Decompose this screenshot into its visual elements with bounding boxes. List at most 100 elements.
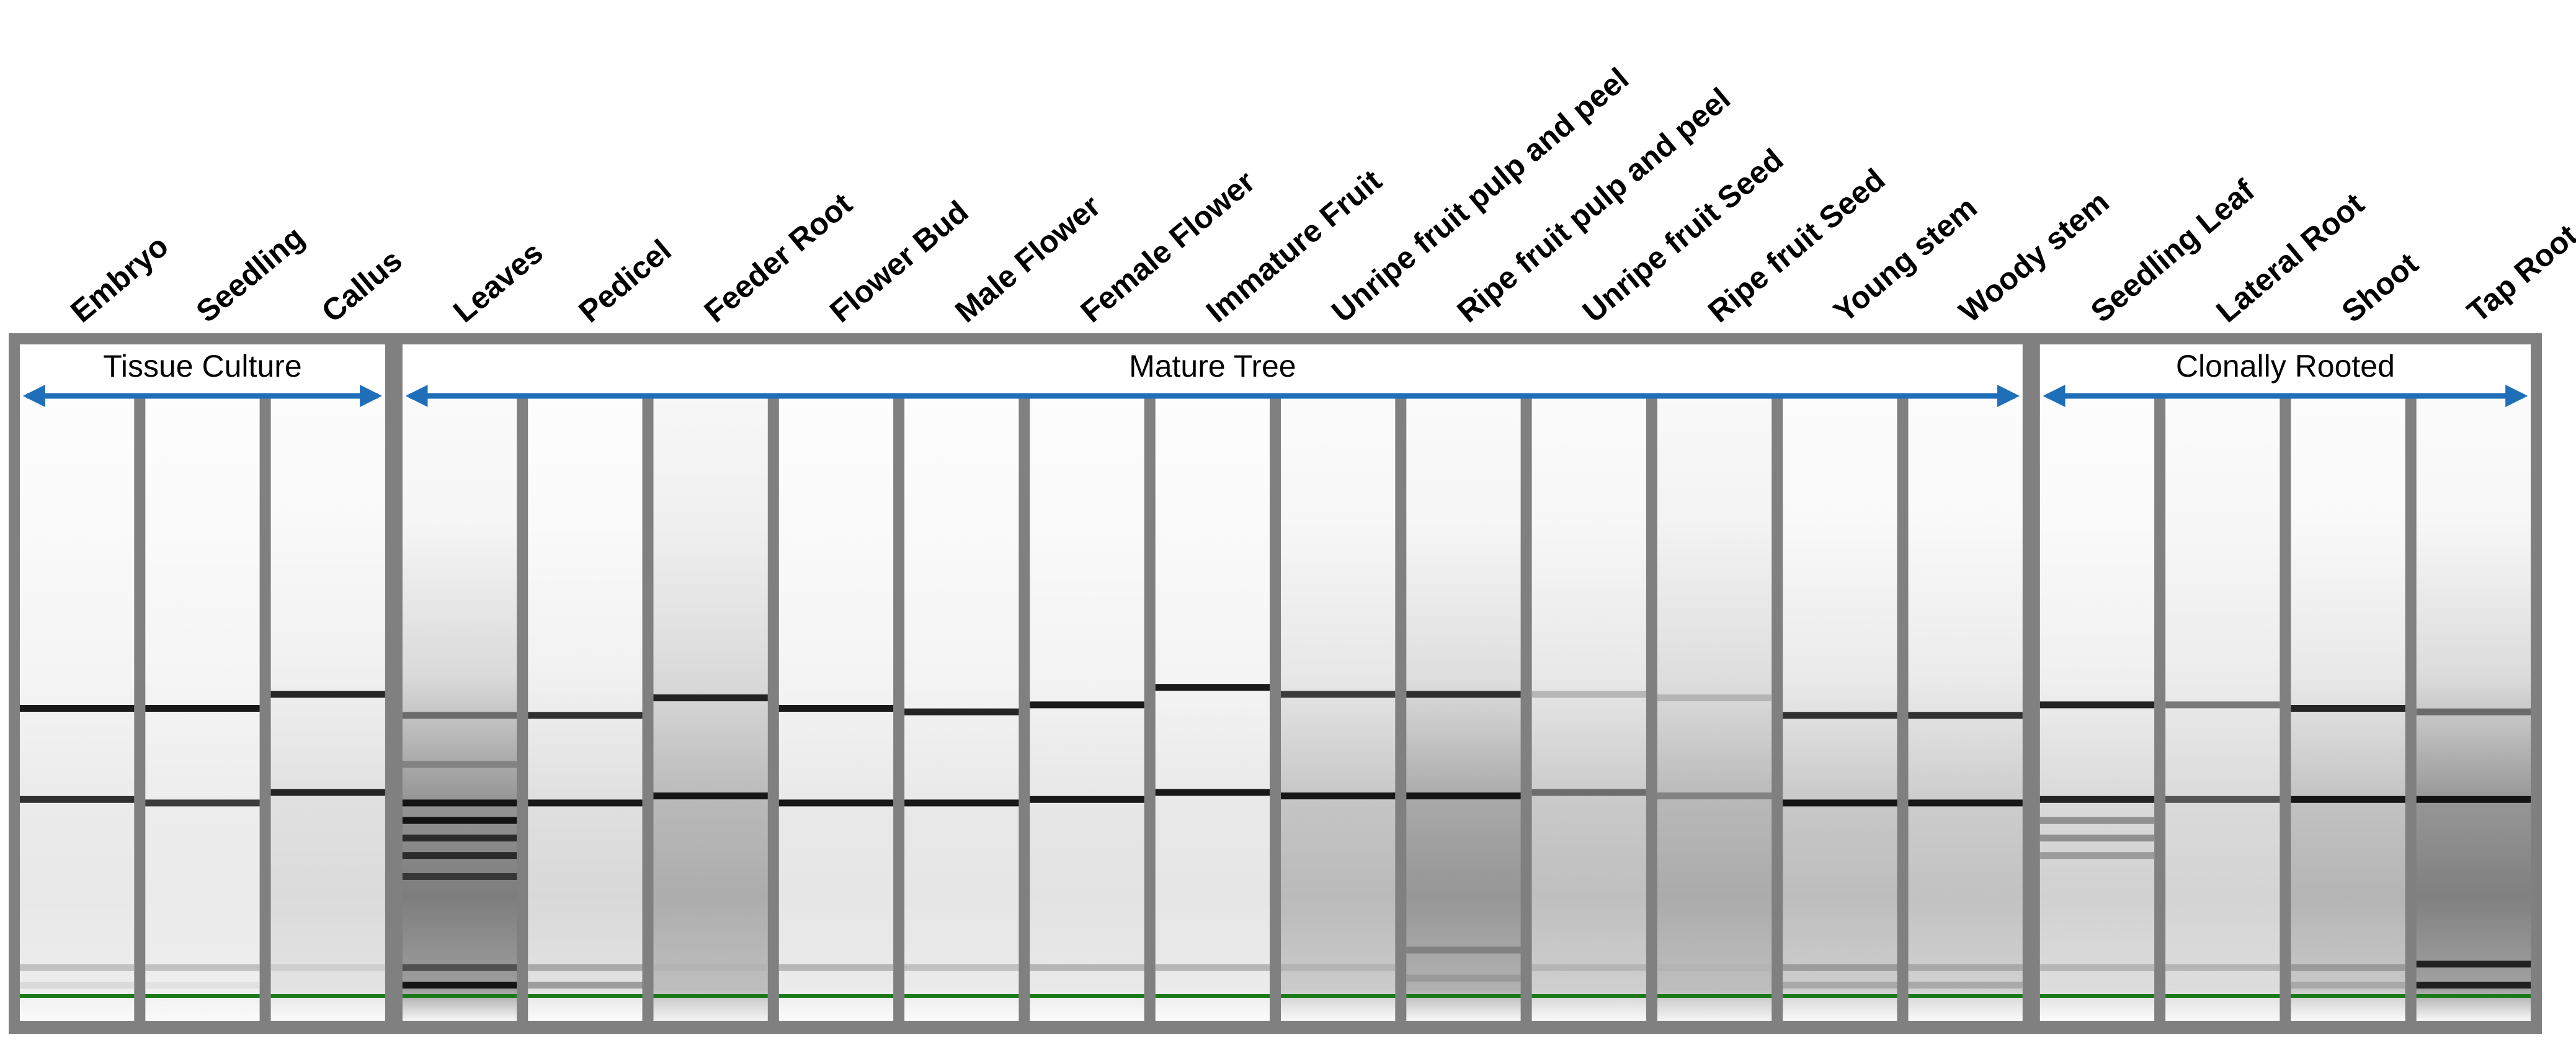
lane-label: Tap Root	[2461, 217, 2576, 329]
gel-band	[904, 708, 1019, 715]
gel-band	[1155, 964, 1270, 971]
gel-band	[20, 981, 135, 989]
gel-band	[1908, 981, 2023, 989]
marker-band	[1657, 994, 1772, 998]
gel-band	[778, 964, 894, 971]
gel-band	[1155, 684, 1270, 691]
marker-band	[904, 994, 1019, 998]
marker-band	[653, 994, 768, 998]
lane-label: Shoot	[2335, 246, 2425, 329]
gel-band	[402, 712, 517, 719]
gel-band	[2416, 981, 2531, 989]
lane-label: Callus	[315, 243, 409, 329]
gel-band	[1783, 964, 1897, 971]
gel-band	[2039, 834, 2155, 841]
gel-band	[1531, 691, 1646, 698]
gel-band	[1531, 789, 1646, 796]
gel-lane	[2039, 397, 2155, 1021]
group-label: Mature Tree	[1129, 349, 1296, 383]
gel-lane	[1657, 397, 1772, 1021]
marker-band	[1531, 994, 1646, 998]
gel-band	[402, 834, 517, 841]
gel-band	[2039, 852, 2155, 859]
gel-lane	[1531, 397, 1646, 1021]
lane-label: Seedling	[190, 220, 311, 330]
marker-band	[270, 994, 385, 998]
marker-band	[1908, 994, 2023, 998]
lanes-layer	[20, 397, 2531, 1021]
gel-band	[20, 796, 135, 803]
gel-band	[1657, 964, 1772, 971]
gel-band	[145, 964, 260, 971]
gel-band	[778, 705, 894, 712]
gel-band	[653, 792, 768, 800]
gel-band	[145, 705, 260, 712]
gel-band	[653, 694, 768, 702]
gel-band	[145, 799, 260, 807]
gel-lane	[653, 397, 768, 1021]
gel-band	[2416, 796, 2531, 803]
gel-frame	[9, 333, 2542, 1034]
marker-band	[1406, 994, 1521, 998]
gel-band	[2416, 961, 2531, 968]
gel-band	[2291, 964, 2405, 971]
gel-band	[402, 872, 517, 880]
gel-band	[778, 799, 894, 807]
marker-band	[2039, 994, 2155, 998]
gel-band	[528, 712, 643, 719]
gel-band	[20, 705, 135, 712]
marker-band	[1155, 994, 1270, 998]
gel-band	[2039, 701, 2155, 709]
gel-band	[2039, 817, 2155, 824]
groups-layer: Tissue Culture Mature Tree Clonally Rooted	[20, 344, 2531, 407]
marker-band	[1281, 994, 1396, 998]
gel-lane	[1281, 397, 1396, 1021]
marker-band	[145, 994, 260, 998]
gel-band	[1657, 694, 1772, 702]
marker-band	[1030, 994, 1144, 998]
labels-layer: Embryo Seedling Callus Leaves Pedicel Feeder …	[64, 61, 2576, 329]
gel-band	[1908, 964, 2023, 971]
gel-band	[653, 964, 768, 971]
gel-band	[270, 691, 385, 698]
gel-band	[1406, 691, 1521, 698]
gel-band	[402, 964, 517, 971]
gel-band	[1783, 712, 1897, 719]
group-label: Tissue Culture	[103, 349, 301, 383]
gel-band	[402, 817, 517, 824]
gel-lane	[1783, 397, 1897, 1021]
marker-band	[2165, 994, 2280, 998]
gel-band	[402, 852, 517, 859]
marker-band	[528, 994, 643, 998]
gel-band	[270, 789, 385, 796]
gel-band	[1406, 974, 1521, 982]
gel-band	[2291, 796, 2405, 803]
gel-band	[1030, 701, 1144, 709]
gel-band	[1281, 792, 1396, 800]
gel-band	[1281, 691, 1396, 698]
gel-lane	[2165, 397, 2280, 1021]
gel-lane	[402, 397, 517, 1021]
gel-band	[2291, 981, 2405, 989]
gel-band	[528, 981, 643, 989]
gel-band	[1281, 964, 1396, 971]
lane-label: Leaves	[447, 235, 550, 330]
gel-band	[1155, 789, 1270, 796]
gel-band	[1908, 712, 2023, 719]
gel-lane	[528, 397, 643, 1021]
lane-label: Pedicel	[572, 233, 677, 329]
gel-band	[1908, 799, 2023, 807]
gel-band	[1406, 792, 1521, 800]
gel-band	[402, 761, 517, 768]
marker-band	[2291, 994, 2405, 998]
gel-lane	[1908, 397, 2023, 1021]
gel-band	[1783, 799, 1897, 807]
gel-band	[1657, 792, 1772, 800]
gel-band	[1531, 964, 1646, 971]
gel-band	[2165, 964, 2280, 971]
marker-band	[1783, 994, 1897, 998]
gel-band	[1783, 981, 1897, 989]
gel-band	[20, 964, 135, 971]
gel-lane	[1155, 397, 1270, 1021]
